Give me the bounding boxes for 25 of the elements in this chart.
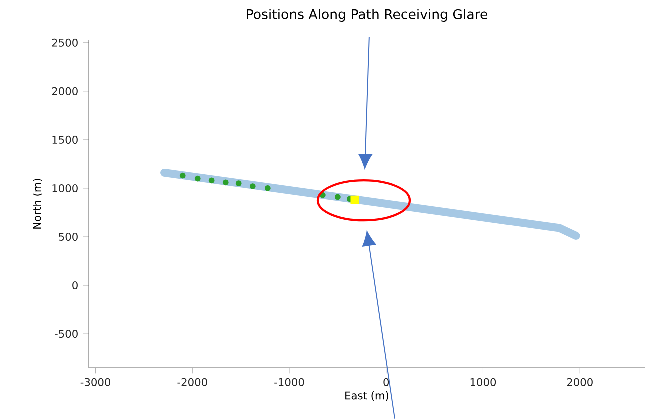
chart-title: Positions Along Path Receiving Glare (247, 9, 488, 22)
x-tick-label: 1000 (470, 378, 496, 386)
y-tick-label: 1000 (52, 184, 78, 192)
y-tick-label: 500 (59, 232, 78, 242)
point (208, 178, 215, 184)
y-tick-label: 1500 (52, 136, 78, 144)
x-tick-label: -2000 (178, 378, 208, 386)
x-tick-label: -3000 (80, 378, 111, 386)
y-tick-label: 2500 (52, 38, 78, 47)
point (335, 194, 341, 200)
point (350, 196, 360, 204)
x-tick-label: -1000 (274, 378, 304, 386)
y-axis-title: North (m) (33, 179, 42, 229)
point (222, 180, 229, 186)
x-tick-label: 0 (384, 378, 390, 386)
x-axis-title: East (m) (346, 392, 389, 401)
point (180, 172, 186, 179)
x-tick-label: 2000 (567, 378, 593, 386)
y-tick-label: 2000 (52, 87, 78, 96)
point (250, 184, 256, 190)
point (236, 180, 242, 187)
point (194, 176, 201, 182)
y-tick-label: -500 (55, 330, 78, 338)
point (264, 186, 271, 192)
y-tick-label: 0 (72, 281, 78, 290)
